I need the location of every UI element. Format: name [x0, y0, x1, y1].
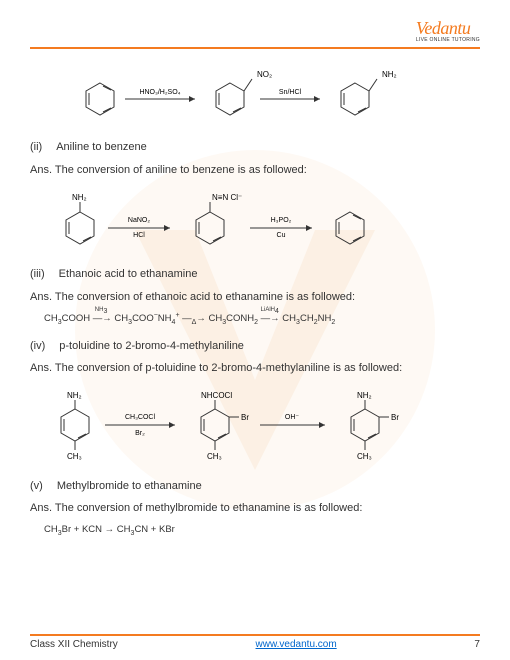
- footer-left: Class XII Chemistry: [30, 639, 118, 650]
- svg-text:NHCOCl: NHCOCl: [201, 391, 232, 400]
- reagent-d: Cu: [277, 232, 286, 239]
- svg-text:NH₂: NH₂: [357, 391, 372, 400]
- label-no2: NO₂: [257, 70, 272, 79]
- svg-text:CH₃: CH₃: [67, 452, 82, 461]
- item-num: (iv): [30, 338, 45, 355]
- svg-text:Br: Br: [391, 413, 399, 422]
- reaction-diagram-3: NH₂ CH₃ CH₃COCl Br₂ NHCOCl Br CH₃ OH⁻ NH…: [35, 383, 465, 468]
- item-ii-head: (ii) Aniline to benzene: [30, 139, 480, 156]
- item-iv-answer: Ans. The conversion of p-toluidine to 2-…: [30, 360, 480, 377]
- footer-link[interactable]: www.vedantu.com: [256, 639, 337, 650]
- item-iii-answer: Ans. The conversion of ethanoic acid to …: [30, 289, 480, 306]
- svg-text:NH₂: NH₂: [67, 391, 82, 400]
- equation-v: CH3Br + KCN → CH3CN + KBr: [44, 523, 480, 539]
- brand-name: Vedantu: [416, 18, 480, 39]
- label-diazo: N≡N Cl⁻: [212, 193, 242, 202]
- brand-tagline: LIVE ONLINE TUTORING: [416, 37, 480, 43]
- reagent-b: HCl: [133, 232, 145, 239]
- equation-iii: CH3COOH —NH3→ CH3COO−NH4+ —Δ→ CH3CONH2 —…: [44, 311, 480, 328]
- item-title: Methylbromide to ethanamine: [57, 478, 202, 495]
- reaction-diagram-2: NH₂ NaNO₂ HCl N≡N Cl⁻ H₃PO₂ Cu: [40, 184, 440, 256]
- svg-text:CH₃COCl: CH₃COCl: [125, 414, 156, 421]
- item-v-answer: Ans. The conversion of methylbromide to …: [30, 500, 480, 517]
- page-footer: Class XII Chemistry www.vedantu.com 7: [30, 634, 480, 650]
- page-number: 7: [474, 639, 480, 650]
- reagent-2: Sn/HCl: [279, 89, 302, 96]
- item-num: (iii): [30, 266, 45, 283]
- svg-text:OH⁻: OH⁻: [285, 414, 300, 421]
- page-header: Vedantu LIVE ONLINE TUTORING: [30, 18, 480, 49]
- item-ii-answer: Ans. The conversion of aniline to benzen…: [30, 162, 480, 179]
- reagent-1: HNO₃/H₂SO₄: [139, 89, 180, 96]
- item-title: Ethanoic acid to ethanamine: [59, 266, 198, 283]
- item-title: Aniline to benzene: [56, 139, 147, 156]
- item-iii-head: (iii) Ethanoic acid to ethanamine: [30, 266, 480, 283]
- reagent-a: NaNO₂: [128, 217, 150, 224]
- reagent-c: H₃PO₂: [271, 217, 292, 224]
- svg-text:CH₃: CH₃: [207, 452, 222, 461]
- label-nh2: NH₂: [382, 70, 397, 79]
- item-num: (ii): [30, 139, 42, 156]
- svg-text:Br₂: Br₂: [135, 430, 145, 437]
- label-nh2: NH₂: [72, 193, 87, 202]
- svg-text:CH₃: CH₃: [357, 452, 372, 461]
- reaction-diagram-1: HNO₃/H₂SO₄ NO₂ Sn/HCl NH₂: [60, 59, 440, 129]
- brand-logo: Vedantu LIVE ONLINE TUTORING: [416, 18, 480, 43]
- item-title: p-toluidine to 2-bromo-4-methylaniline: [59, 338, 244, 355]
- item-v-head: (v) Methylbromide to ethanamine: [30, 478, 480, 495]
- item-num: (v): [30, 478, 43, 495]
- svg-text:Br: Br: [241, 413, 249, 422]
- item-iv-head: (iv) p-toluidine to 2-bromo-4-methylanil…: [30, 338, 480, 355]
